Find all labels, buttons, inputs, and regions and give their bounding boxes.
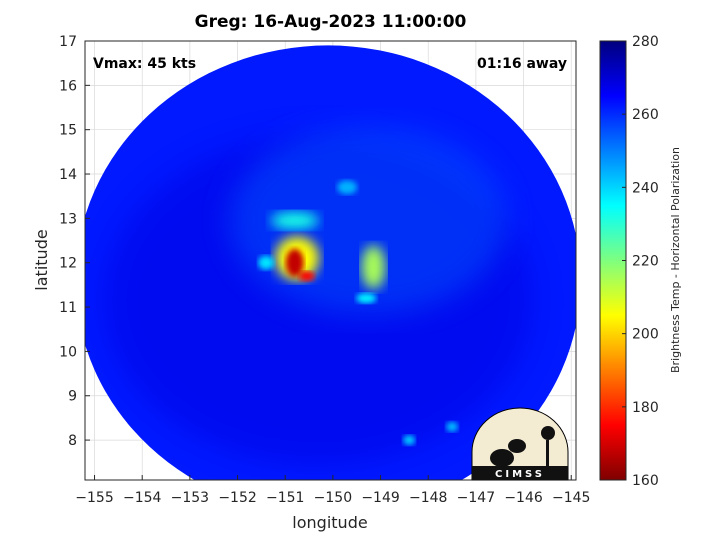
colorbar-tick-label: 200	[632, 327, 659, 343]
feature-east-spot	[356, 293, 377, 304]
colorbar-label: Brightness Temp - Horizontal Polarizatio…	[669, 147, 682, 373]
x-tick-label: −152	[218, 490, 256, 506]
x-tick-label: −147	[457, 490, 495, 506]
x-tick-label: −146	[504, 490, 543, 506]
colorbar-ticks: 160 180 200 220 240 260 280	[622, 34, 659, 489]
x-tick-label: −153	[171, 490, 209, 506]
feature-southeast-cell-2	[446, 421, 459, 432]
plot-frame	[84, 40, 577, 481]
x-tick-label: −150	[314, 490, 352, 506]
feature-core-tail	[298, 271, 315, 282]
y-tick-label: 8	[68, 433, 77, 449]
feature-north-band	[270, 211, 319, 230]
feature-west-spot	[258, 255, 275, 270]
y-axis: 8 9 10 11 12 13 14 15 16 17	[59, 34, 90, 449]
colorbar-tick-label: 220	[632, 254, 659, 270]
colorbar	[599, 40, 627, 481]
feature-southeast-cell-1	[403, 435, 416, 446]
x-axis-label: longitude	[292, 513, 367, 532]
cimss-logo: CIMSS	[471, 407, 569, 481]
colorbar-tick-label: 240	[632, 180, 659, 196]
vmax-annotation: Vmax: 45 kts	[93, 56, 196, 72]
colorbar-tick-label: 180	[632, 400, 659, 416]
y-tick-label: 9	[68, 389, 77, 405]
x-tick-label: −154	[123, 490, 162, 506]
y-tick-label: 17	[59, 34, 77, 50]
time-away-annotation: 01:16 away	[477, 56, 567, 72]
y-axis-label: latitude	[32, 229, 51, 290]
y-tick-label: 12	[59, 256, 77, 272]
cimss-logo-text: CIMSS	[495, 469, 545, 480]
x-tick-label: −151	[266, 490, 304, 506]
feature-northeast-cell	[337, 180, 358, 195]
swath	[85, 45, 576, 480]
x-tick-label: −148	[409, 490, 447, 506]
x-tick-label: −149	[361, 490, 399, 506]
colorbar-tick-label: 260	[632, 107, 659, 123]
feature-east-band	[361, 245, 386, 290]
x-axis: −155 −154 −153 −152 −151 −150 −149 −148 −147 −146…	[75, 475, 590, 506]
colorbar-tick-label: 160	[632, 473, 659, 489]
x-tick-label: −145	[552, 490, 590, 506]
colorbar-tick-label: 280	[632, 34, 659, 50]
y-tick-label: 16	[59, 78, 77, 94]
y-tick-label: 15	[59, 123, 77, 139]
y-tick-label: 11	[59, 300, 77, 316]
y-tick-label: 10	[59, 344, 77, 360]
feature-eye-core	[285, 248, 304, 277]
x-tick-label: −155	[75, 490, 113, 506]
y-tick-label: 14	[59, 167, 77, 183]
chart-title: Greg: 16-Aug-2023 11:00:00	[194, 12, 467, 32]
y-tick-label: 13	[59, 211, 77, 227]
